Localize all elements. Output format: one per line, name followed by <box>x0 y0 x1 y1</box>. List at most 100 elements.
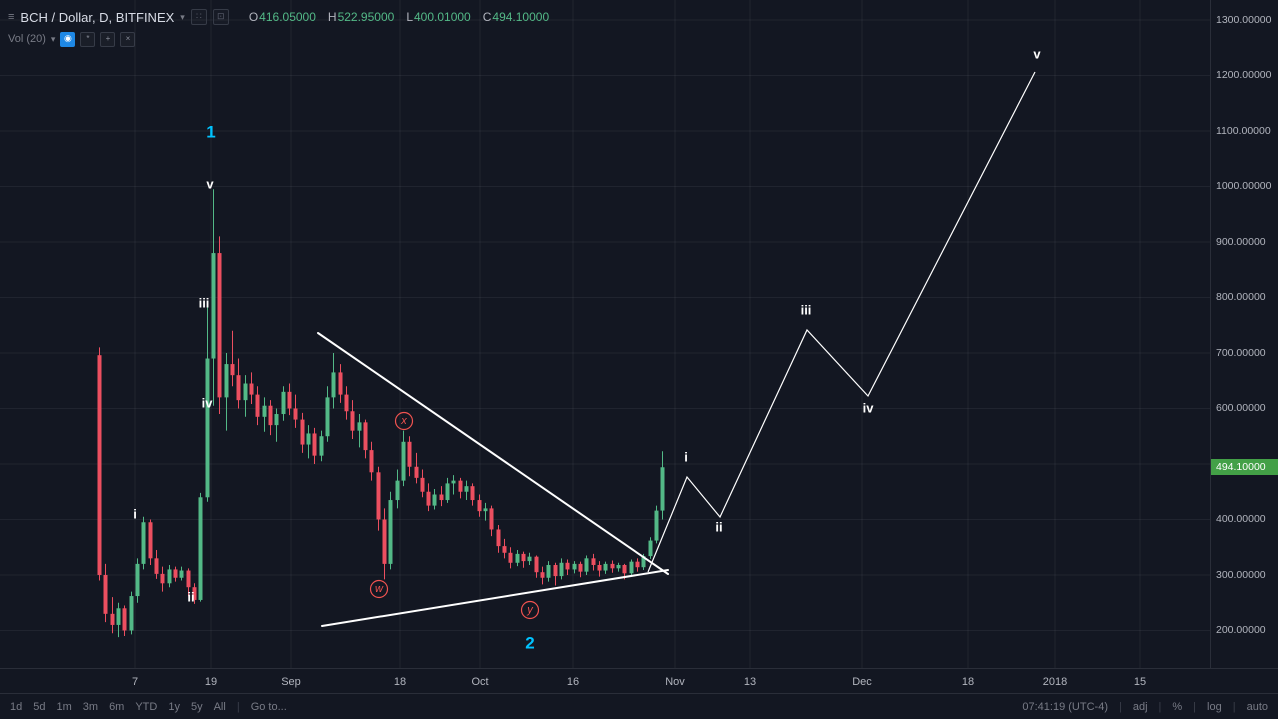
volume-indicator-label[interactable]: Vol (20) <box>8 33 46 45</box>
range-button-1m[interactable]: 1m <box>56 700 72 713</box>
wave-label[interactable]: 1 <box>206 123 215 142</box>
high-label: H <box>327 10 337 24</box>
range-button-ytd[interactable]: YTD <box>135 700 158 713</box>
divider: | <box>236 700 240 713</box>
low-readout: L400.01000 <box>406 10 470 24</box>
series-style-icon[interactable]: ∷ <box>190 9 207 25</box>
candle-body <box>603 563 608 571</box>
candle-body <box>388 500 393 564</box>
candle-body <box>236 375 241 401</box>
wave-label[interactable]: v <box>1033 47 1041 62</box>
wave-label[interactable]: iv <box>863 401 875 416</box>
toggle-auto[interactable]: auto <box>1246 700 1268 713</box>
close-label: C <box>482 10 492 24</box>
candle-body <box>616 564 621 569</box>
time-tick-label: Nov <box>665 676 685 688</box>
candle-body <box>255 394 260 417</box>
candle-body <box>502 546 507 553</box>
toggle-log[interactable]: log <box>1207 700 1222 713</box>
candle-body <box>451 480 456 484</box>
candle-body <box>154 558 159 574</box>
low-value: 400.01000 <box>414 10 471 24</box>
range-button-6m[interactable]: 6m <box>109 700 125 713</box>
wave-circle[interactable] <box>520 600 540 620</box>
range-button-all[interactable]: All <box>213 700 226 713</box>
time-tick-label: 13 <box>743 676 757 688</box>
candle-body <box>179 570 184 578</box>
candle-body <box>148 522 153 559</box>
candle-body <box>597 564 602 571</box>
candle-body <box>211 253 216 359</box>
open-readout: O416.05000 <box>249 10 316 24</box>
candle-body <box>439 494 444 501</box>
ohlc-readout: O416.05000 H522.95000 L400.01000 C494.10… <box>249 10 549 24</box>
candle-body <box>331 372 336 398</box>
candle-body <box>135 563 140 597</box>
wave-circle[interactable] <box>369 579 389 599</box>
range-button-1d[interactable]: 1d <box>10 700 23 713</box>
time-axis[interactable]: 7 19 Sep 18 Oct 16 Nov 13 Dec 18 2018 15 <box>0 668 1278 694</box>
go-to-button[interactable]: Go to... <box>250 700 287 713</box>
wave-label[interactable]: ii <box>187 590 194 605</box>
candle-body <box>243 383 248 401</box>
candle-body <box>382 519 387 564</box>
wave-label[interactable]: y <box>526 604 534 616</box>
range-button-5d[interactable]: 5d <box>33 700 46 713</box>
scale-options: 07:41:19 (UTC-4) | adj |% | log | auto <box>1022 701 1268 713</box>
candle-body <box>97 355 102 575</box>
projection-line[interactable] <box>647 71 1036 573</box>
range-button-5y[interactable]: 5y <box>190 700 203 713</box>
candle-body <box>401 441 406 481</box>
candle-body <box>660 467 665 511</box>
wave-label[interactable]: iii <box>199 296 210 311</box>
wave-label[interactable]: iv <box>202 396 214 411</box>
toggle-adj[interactable]: adj <box>1132 700 1148 713</box>
wave-label[interactable]: i <box>684 450 688 465</box>
wave-label[interactable]: x <box>400 415 407 427</box>
candle-body <box>591 558 596 565</box>
candle-body <box>249 383 254 395</box>
candle-body <box>357 422 362 431</box>
chevron-down-icon[interactable]: ▾ <box>180 11 185 22</box>
symbol-title[interactable]: BCH / Dollar, D, BITFINEX <box>20 9 175 25</box>
wave-label[interactable]: iii <box>801 303 812 318</box>
candle-body <box>312 433 317 456</box>
time-tick-label: Dec <box>852 676 872 688</box>
clock-label[interactable]: 07:41:19 (UTC-4) <box>1022 700 1108 713</box>
symbol-legend-row: ≡ BCH / Dollar, D, BITFINEX ▾ ∷ ⊡ O416.0… <box>8 8 549 26</box>
candle-body <box>559 562 564 577</box>
series-settings-icon[interactable]: ⊡ <box>212 9 229 25</box>
wave-label[interactable]: 2 <box>525 634 534 653</box>
divider: | <box>1118 700 1122 713</box>
toggle-percent[interactable]: % <box>1172 700 1183 713</box>
trendline[interactable] <box>317 332 669 575</box>
candle-body <box>458 480 463 492</box>
plus-icon[interactable]: + <box>100 31 116 47</box>
candle-body <box>629 561 634 574</box>
close-icon[interactable]: × <box>120 31 136 47</box>
menu-icon[interactable]: ≡ <box>8 11 15 23</box>
eye-icon[interactable]: ◉ <box>60 31 76 47</box>
price-axis[interactable]: 1300.00000 1200.00000 1100.00000 1000.00000… <box>1210 0 1278 668</box>
trendline[interactable] <box>321 569 669 627</box>
gear-icon[interactable]: * <box>80 31 96 47</box>
time-tick-label: 15 <box>1133 676 1147 688</box>
price-tick-label: 1000.00000 <box>1216 180 1272 193</box>
indicator-legend-row: Vol (20) ▾ ◉ * + × <box>8 31 549 47</box>
chevron-down-icon[interactable]: ▾ <box>50 33 56 44</box>
candle-body <box>546 564 551 578</box>
wave-label[interactable]: i <box>133 507 137 522</box>
candle-body <box>224 364 229 398</box>
wave-label[interactable]: ii <box>715 520 722 535</box>
low-label: L <box>406 10 413 24</box>
candle-body <box>306 433 311 445</box>
wave-circle[interactable] <box>394 411 414 431</box>
range-button-1y[interactable]: 1y <box>168 700 180 713</box>
wave-label[interactable]: w <box>375 583 384 595</box>
wave-label[interactable]: v <box>206 177 214 192</box>
candle-body <box>540 572 545 578</box>
candle-body <box>268 405 273 426</box>
candle-body <box>293 408 298 420</box>
range-button-3m[interactable]: 3m <box>82 700 99 713</box>
